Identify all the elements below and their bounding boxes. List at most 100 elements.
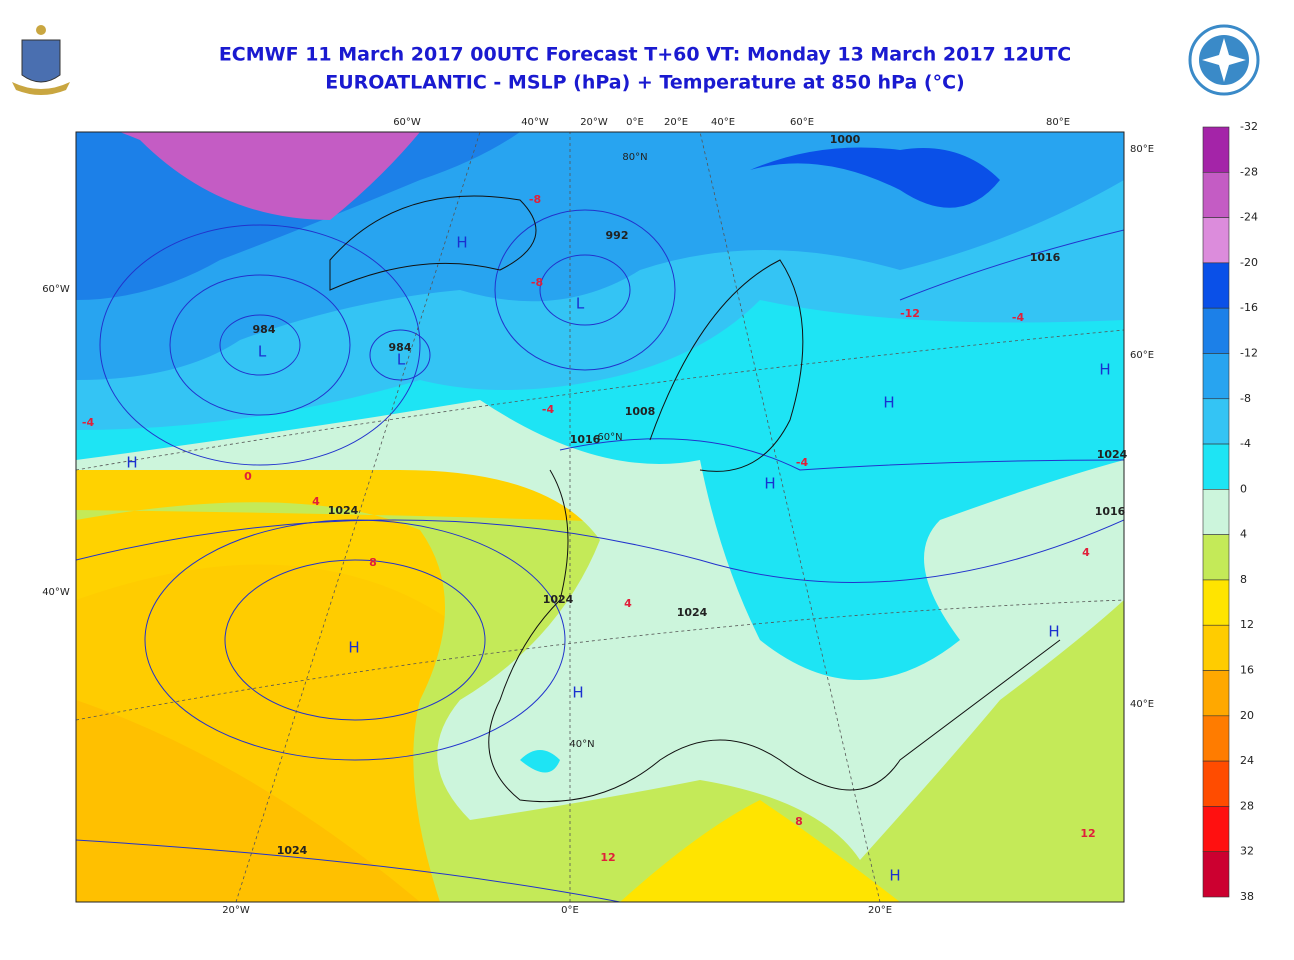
colorbar-box	[1202, 398, 1230, 445]
temperature-label: 8	[795, 815, 803, 828]
axis-label: 20°W	[580, 117, 608, 128]
center-label: H	[456, 234, 467, 252]
colorbar-box	[1202, 534, 1230, 581]
isobar-label: 1016	[1030, 251, 1061, 264]
center-label: H	[572, 684, 583, 702]
center-label: L	[258, 343, 267, 361]
axis-label: 80°E	[1046, 117, 1070, 128]
axis-label: 20°E	[664, 117, 688, 128]
isobar-label: 992	[606, 229, 629, 242]
center-label: H	[126, 454, 137, 472]
axis-label: 80°E	[1130, 144, 1154, 155]
colorbar-box	[1202, 760, 1230, 807]
axis-label: 40°W	[521, 117, 549, 128]
temperature-label: 12	[600, 851, 615, 864]
colorbar-box	[1202, 217, 1230, 264]
axis-label: 40°E	[711, 117, 735, 128]
center-label: H	[889, 867, 900, 885]
center-label: H	[1099, 361, 1110, 379]
colorbar-box	[1202, 443, 1230, 490]
colorbar-label: 28	[1240, 799, 1254, 812]
colorbar-label: -24	[1240, 211, 1258, 224]
isobar-label: 1024	[1097, 448, 1128, 461]
colorbar-box	[1202, 851, 1230, 898]
isobar-label: 1024	[677, 606, 708, 619]
temperature-label: 4	[624, 597, 632, 610]
temperature-label: -12	[900, 307, 920, 320]
colorbar-label: 12	[1240, 618, 1254, 631]
isobar-label: 1024	[277, 844, 308, 857]
colorbar-label: -16	[1240, 301, 1258, 314]
colorbar-box	[1202, 670, 1230, 717]
colorbar-box	[1202, 715, 1230, 762]
colorbar-label: 4	[1240, 528, 1247, 541]
axis-label: 80°N	[622, 152, 647, 163]
center-label: H	[348, 639, 359, 657]
map	[76, 132, 1124, 902]
isobar-label: 1024	[543, 593, 574, 606]
colorbar-box	[1202, 126, 1230, 173]
colorbar-label: 32	[1240, 845, 1254, 858]
axis-label: 40°W	[42, 587, 70, 598]
temperature-label: -4	[542, 403, 555, 416]
axis-label: 60°W	[42, 284, 70, 295]
axis-label: 0°E	[626, 117, 644, 128]
center-label: L	[576, 295, 585, 313]
axis-label: 20°E	[868, 905, 892, 916]
colorbar-label: -20	[1240, 256, 1258, 269]
colorbar-label: -32	[1240, 120, 1258, 133]
axis-label: 60°E	[1130, 350, 1154, 361]
temperature-label: -8	[529, 193, 541, 206]
isobar-label: 1000	[830, 133, 861, 146]
colorbar-box	[1202, 579, 1230, 626]
temperature-label: 12	[1080, 827, 1095, 840]
temperature-label: -8	[531, 276, 543, 289]
isobar-label: 1024	[328, 504, 359, 517]
colorbar-box	[1202, 624, 1230, 671]
colorbar-box	[1202, 262, 1230, 309]
axis-label: 0°E	[561, 905, 579, 916]
temperature-label: 4	[312, 495, 320, 508]
title: ECMWF 11 March 2017 00UTC Forecast T+60 …	[219, 44, 1071, 66]
isobar-label: 1008	[625, 405, 656, 418]
axis-label: 60°E	[790, 117, 814, 128]
subtitle: EUROATLANTIC - MSLP (hPa) + Temperature …	[325, 72, 964, 94]
colorbar-label: -8	[1240, 392, 1251, 405]
temperature-label: -4	[82, 416, 95, 429]
left-logo	[12, 25, 70, 95]
colorbar-label: -4	[1240, 437, 1251, 450]
colorbar-label: 24	[1240, 754, 1254, 767]
isobar-label: 1016	[1095, 505, 1126, 518]
axis-label: 20°W	[222, 905, 250, 916]
colorbar-label: 20	[1240, 709, 1254, 722]
temperature-label: 4	[1082, 546, 1090, 559]
map-frame	[75, 131, 1125, 903]
center-label: H	[883, 394, 894, 412]
axis-label: 40°N	[569, 739, 594, 750]
isobar-label: 984	[389, 341, 412, 354]
colorbar-box	[1202, 171, 1230, 218]
colorbar-label: 38	[1240, 890, 1254, 903]
colorbar-label: 0	[1240, 482, 1247, 495]
colorbar-label: 16	[1240, 664, 1254, 677]
colorbar-box	[1202, 489, 1230, 535]
right-logo	[1188, 24, 1260, 96]
axis-label: 40°E	[1130, 699, 1154, 710]
axis-label: 60°N	[597, 432, 622, 443]
colorbar-box	[1202, 806, 1230, 853]
center-label: L	[397, 351, 406, 369]
isobar-label: 1016	[570, 433, 601, 446]
isobar-label: 984	[253, 323, 276, 336]
colorbar-label: -12	[1240, 346, 1258, 359]
colorbar-label: 8	[1240, 573, 1247, 586]
colorbar-box	[1202, 307, 1230, 354]
colorbar-label: -28	[1240, 165, 1258, 178]
center-label: H	[764, 475, 775, 493]
colorbar-box	[1202, 353, 1230, 400]
temperature-label: -4	[1012, 311, 1025, 324]
temperature-label: -4	[796, 456, 809, 469]
temperature-label: 8	[369, 556, 377, 569]
axis-label: 60°W	[393, 117, 421, 128]
center-label: H	[1048, 623, 1059, 641]
